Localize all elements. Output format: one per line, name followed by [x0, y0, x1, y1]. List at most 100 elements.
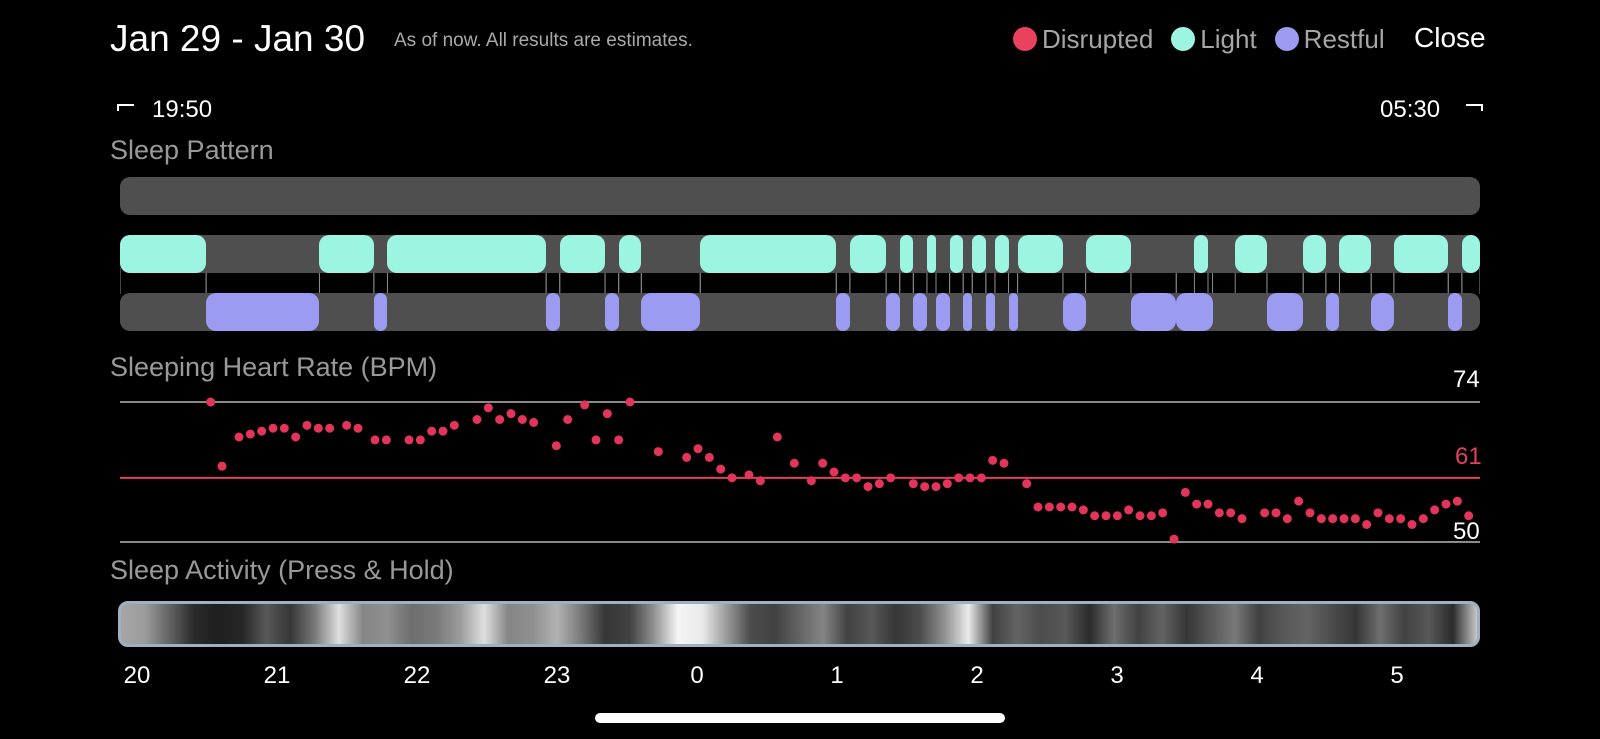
heart-rate-point: [517, 415, 527, 424]
light-dot-icon: [1171, 27, 1196, 51]
heart-rate-point: [506, 409, 516, 419]
heart-rate-point: [551, 441, 561, 451]
light-segment: [1303, 235, 1326, 273]
heart-rate-point: [529, 417, 539, 427]
heart-rate-point: [313, 423, 323, 433]
light-segment: [1393, 235, 1449, 273]
restful-segment: [985, 293, 995, 331]
heart-rate-point: [257, 426, 267, 436]
heart-rate-point: [415, 435, 425, 445]
restful-segment: [1325, 293, 1340, 331]
heart-rate-point: [1226, 508, 1236, 518]
hour-tick-label: 21: [263, 662, 291, 689]
hour-tick-label: 5: [1390, 662, 1404, 689]
heart-rate-point: [1305, 508, 1315, 518]
heart-rate-point: [1158, 508, 1168, 518]
heart-rate-title: Sleeping Heart Rate (BPM): [110, 352, 438, 382]
light-segment: [319, 235, 374, 273]
heart-rate-point: [438, 426, 448, 436]
hr-min-label: 50: [1453, 518, 1480, 545]
heart-rate-point: [1384, 514, 1394, 524]
heart-rate-point: [852, 473, 862, 483]
heart-rate-point: [1124, 505, 1134, 515]
light-segment: [899, 235, 914, 273]
hour-tick-label: 20: [123, 662, 151, 689]
start-time: 19:50: [152, 96, 213, 123]
light-segment: [949, 235, 964, 273]
heart-rate-point: [1362, 520, 1372, 529]
heart-rate-point: [1135, 511, 1145, 521]
heart-rate-point: [1260, 508, 1270, 518]
home-indicator[interactable]: [595, 713, 1005, 723]
heart-rate-point: [1101, 511, 1111, 521]
heart-rate-point: [1282, 514, 1292, 524]
heart-rate-point: [370, 435, 380, 445]
heart-rate-point: [744, 470, 754, 480]
light-segment: [700, 235, 837, 273]
restful-dot-icon: [1274, 27, 1299, 51]
restful-segment: [1371, 293, 1394, 331]
heart-rate-point: [789, 458, 799, 468]
stage-legend: Disrupted Light Restful: [1013, 24, 1403, 54]
heart-rate-point: [1033, 502, 1043, 512]
heart-rate-point: [217, 461, 227, 471]
heart-rate-point: [206, 397, 216, 407]
heart-rate-point: [1090, 511, 1100, 521]
restful-segment: [1448, 293, 1462, 331]
heart-rate-point: [580, 400, 590, 410]
restful-segment: [546, 293, 560, 331]
heart-rate-point: [931, 482, 941, 492]
heart-rate-point: [245, 429, 255, 439]
heart-rate-point: [495, 415, 505, 424]
heart-rate-point: [772, 432, 782, 442]
heart-rate-point: [840, 473, 850, 483]
heart-rate-point: [1294, 496, 1304, 506]
restful-segment: [1008, 293, 1018, 331]
restful-segment: [886, 293, 900, 331]
light-segment: [1085, 235, 1131, 273]
light-segment: [1339, 235, 1372, 273]
legend-restful: Restful: [1274, 24, 1385, 55]
light-track: [120, 235, 1480, 273]
legend-label: Light: [1200, 23, 1257, 54]
hour-tick-label: 1: [830, 662, 844, 689]
heart-rate-point: [829, 467, 839, 477]
disrupted-track: [120, 177, 1480, 215]
heart-rate-point: [988, 455, 998, 465]
heart-rate-point: [1146, 511, 1156, 521]
restful-segment: [913, 293, 927, 331]
heart-rate-point: [1192, 499, 1202, 509]
restful-segment: [1062, 293, 1086, 331]
heart-rate-point: [625, 397, 635, 407]
heart-rate-point: [614, 435, 624, 445]
heart-rate-point: [404, 435, 414, 445]
heart-rate-point: [234, 432, 244, 442]
heart-rate-point: [755, 476, 765, 486]
heart-rate-point: [342, 420, 352, 430]
sleep-activity-bar[interactable]: [118, 601, 1480, 647]
heart-rate-point: [1452, 496, 1462, 506]
light-segment: [1461, 235, 1480, 273]
restful-segment: [1266, 293, 1304, 331]
heart-rate-point: [291, 432, 301, 442]
heart-rate-chart: [120, 397, 1480, 544]
restful-segment: [605, 293, 619, 331]
disrupted-dot-icon: [1013, 27, 1037, 51]
heart-rate-point: [1339, 514, 1349, 524]
restful-segment: [206, 293, 320, 331]
hr-avg-label: 61: [1455, 443, 1482, 470]
heart-rate-point: [353, 423, 363, 433]
heart-rate-point: [381, 435, 391, 445]
sleep-activity-title: Sleep Activity (Press & Hold): [110, 555, 454, 585]
close-button[interactable]: Close: [1414, 22, 1486, 53]
heart-rate-point: [682, 452, 692, 462]
hour-tick-label: 23: [543, 662, 571, 689]
light-segment: [559, 235, 606, 273]
legend-label: Disrupted: [1042, 23, 1154, 54]
light-segment: [618, 235, 642, 273]
heart-rate-point: [920, 482, 930, 492]
heart-rate-point: [279, 423, 289, 433]
heart-rate-point: [653, 447, 663, 457]
light-segment: [1235, 235, 1267, 273]
heart-rate-point: [1373, 508, 1383, 518]
